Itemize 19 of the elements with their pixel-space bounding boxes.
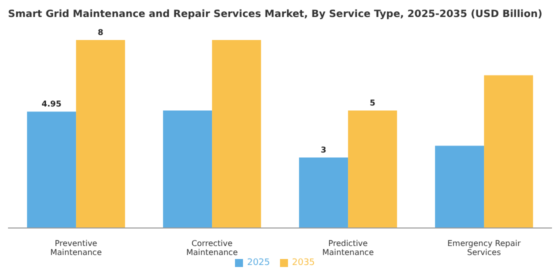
x-tick-label: Emergency Repair Services [447, 239, 522, 257]
data-label: 5 [370, 98, 376, 108]
bar [484, 75, 534, 228]
bar [27, 112, 76, 228]
bar [212, 40, 262, 228]
data-label: 4.95 [42, 100, 62, 109]
chart-title: Smart Grid Maintenance and Repair Services Market, By Service Type, 2025-2035 (USD Billion) [8, 8, 544, 22]
bar [76, 40, 126, 228]
legend-label: 2025 [247, 258, 270, 268]
legend-label: 2035 [292, 258, 315, 268]
bar [435, 146, 484, 228]
data-label: 8 [98, 28, 104, 37]
bar [299, 158, 348, 228]
bar [348, 110, 398, 228]
bar [163, 110, 212, 228]
x-tick-label: Corrective Maintenance [186, 239, 238, 257]
data-label: 3 [320, 146, 326, 154]
x-tick-label: Predictive Maintenance [322, 239, 374, 257]
x-tick-label: Preventive Maintenance [50, 239, 102, 257]
